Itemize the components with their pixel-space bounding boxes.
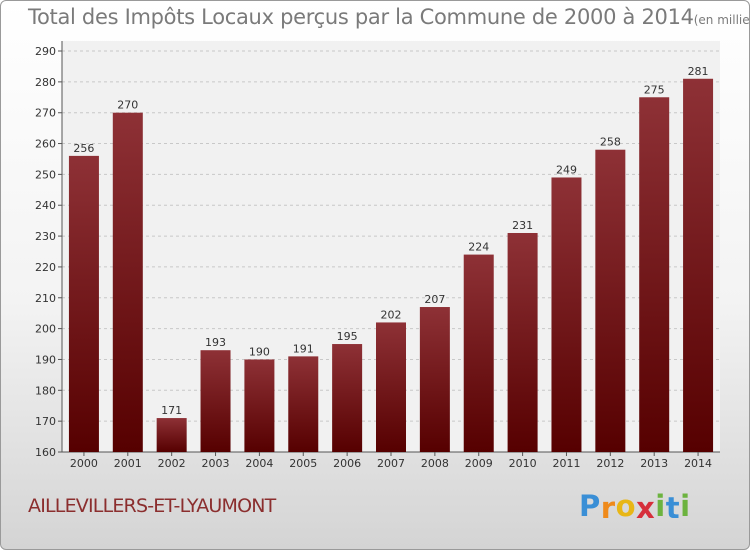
chart-unit-label: (en milliers d'€) — [693, 13, 750, 27]
bar-value-label: 207 — [424, 293, 445, 306]
x-tick-label: 2012 — [596, 457, 624, 470]
logo-letter: P — [579, 489, 601, 523]
x-tick-label: 2008 — [421, 457, 449, 470]
bar — [595, 149, 626, 452]
bar-value-label: 191 — [293, 342, 314, 355]
logo-letter: r — [600, 491, 616, 525]
bar — [507, 232, 538, 452]
bar-value-label: 256 — [73, 142, 94, 155]
bar-value-label: 231 — [512, 219, 533, 232]
bar — [200, 350, 231, 452]
x-tick-label: 2003 — [202, 457, 230, 470]
bar-value-label: 195 — [337, 330, 358, 343]
x-tick-label: 2009 — [465, 457, 493, 470]
y-tick-label: 170 — [35, 415, 56, 428]
chart-title-text: Total des Impôts Locaux perçus par la Co… — [28, 5, 694, 29]
bar-value-label: 190 — [249, 345, 270, 358]
bar — [68, 155, 99, 452]
logo-letter: i — [655, 489, 666, 523]
x-tick-label: 2005 — [289, 457, 317, 470]
bar-value-label: 193 — [205, 336, 226, 349]
bar — [419, 307, 450, 452]
bar-value-label: 171 — [161, 404, 182, 417]
x-tick-label: 2011 — [552, 457, 580, 470]
bar — [683, 78, 714, 452]
bar — [376, 322, 406, 452]
bar — [639, 97, 670, 453]
x-tick-label: 2000 — [70, 457, 98, 470]
bar-value-label: 270 — [117, 99, 138, 112]
y-tick-label: 210 — [35, 292, 56, 305]
bar — [288, 356, 319, 452]
bar — [112, 112, 143, 452]
y-tick-label: 180 — [35, 384, 56, 397]
y-tick-label: 190 — [35, 353, 56, 366]
bar-value-label: 258 — [600, 136, 621, 149]
logo-letter: x — [636, 491, 656, 525]
y-tick-label: 290 — [35, 45, 56, 58]
bar-value-label: 249 — [556, 163, 577, 176]
x-tick-label: 2002 — [158, 457, 186, 470]
y-tick-label: 280 — [35, 76, 56, 89]
x-tick-label: 2004 — [245, 457, 273, 470]
bar-value-label: 224 — [468, 241, 489, 254]
chart-title: Total des Impôts Locaux perçus par la Co… — [28, 5, 750, 29]
bar-value-label: 275 — [644, 83, 665, 96]
bar-value-label: 202 — [381, 308, 402, 321]
bar — [156, 418, 187, 452]
x-tick-label: 2007 — [377, 457, 405, 470]
bar — [244, 359, 275, 452]
x-tick-label: 2014 — [684, 457, 712, 470]
y-tick-label: 240 — [35, 199, 56, 212]
bar — [551, 177, 582, 452]
x-tick-label: 2006 — [333, 457, 361, 470]
y-tick-label: 230 — [35, 230, 56, 243]
y-tick-label: 270 — [35, 107, 56, 120]
x-tick-label: 2010 — [509, 457, 537, 470]
logo-letter: t — [665, 491, 681, 525]
bar-value-label: 281 — [688, 65, 709, 78]
x-tick-label: 2013 — [640, 457, 668, 470]
commune-name: AILLEVILLERS-ET-LYAUMONT — [28, 495, 276, 517]
logo-letter: o — [615, 489, 637, 523]
y-tick-label: 200 — [35, 323, 56, 336]
y-tick-label: 260 — [35, 138, 56, 151]
x-tick-label: 2001 — [114, 457, 142, 470]
y-tick-label: 250 — [35, 168, 56, 181]
y-tick-label: 160 — [35, 446, 56, 459]
bar — [332, 344, 363, 452]
proxiti-logo[interactable]: Proxiti — [579, 489, 691, 525]
logo-letter: i — [680, 489, 691, 523]
y-tick-label: 220 — [35, 261, 56, 274]
bar — [463, 254, 494, 452]
